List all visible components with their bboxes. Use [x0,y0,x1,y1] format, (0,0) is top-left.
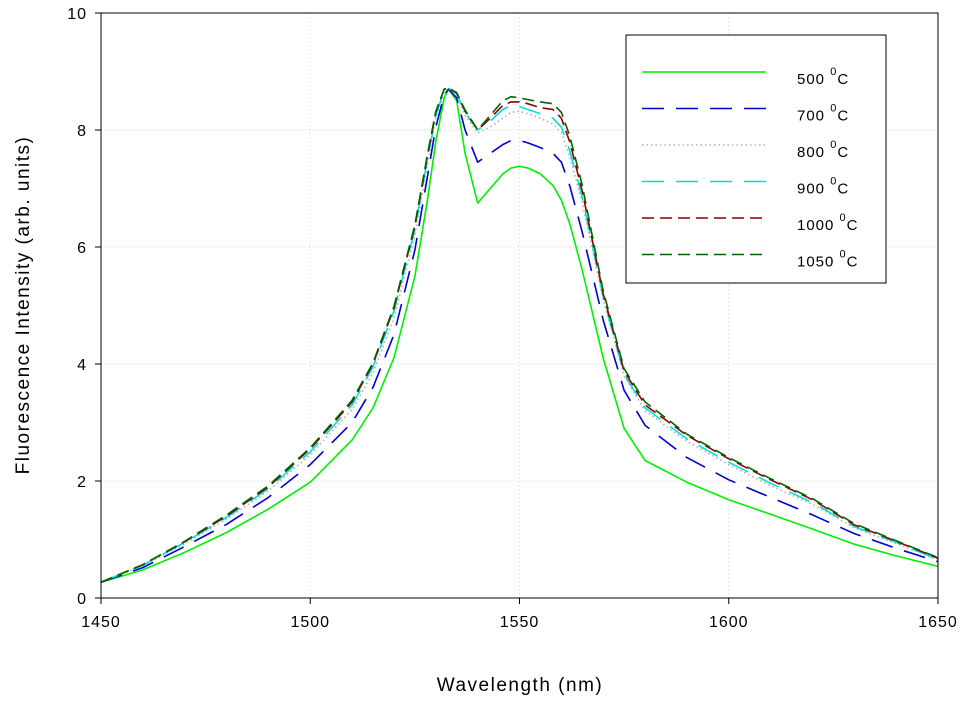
x-tick-label: 1650 [918,614,958,631]
x-tick-label: 1500 [290,614,330,631]
series-lines [100,87,939,583]
legend-value: 1000 [797,217,840,234]
axis-ticks: 1450 1500 1550 1600 1650 0 2 4 6 8 10 [67,6,958,631]
legend-unit-letter: C [837,108,849,125]
x-tick-label: 1450 [81,614,121,631]
legend-label-500: 500 0C [797,66,849,88]
x-tick-label: 1550 [500,614,540,631]
legend-value: 900 [797,181,830,198]
y-axis-title: Fluorescence Intensity (arb. units) [13,136,34,475]
legend-value: 500 [797,71,830,88]
legend-unit-superscript: 0 [830,103,837,115]
legend-unit-superscript: 0 [840,249,847,261]
series-line-1000 [100,87,939,583]
legend-value: 800 [797,144,830,161]
x-tick-label: 1600 [709,614,749,631]
y-tick-label: 4 [77,357,87,374]
y-tick-label: 8 [77,123,87,140]
x-axis-title: Wavelength (nm) [437,675,603,696]
grid [101,13,938,598]
legend-value: 700 [797,108,830,125]
y-tick-label: 2 [77,474,87,491]
legend-unit-letter: C [837,181,849,198]
legend-unit-letter: C [847,254,859,271]
legend-label-700: 700 0C [797,103,849,125]
legend-unit-letter: C [847,217,859,234]
legend-label-1000: 1000 0C [797,212,859,234]
legend-value: 1050 [797,254,840,271]
legend-label-1050: 1050 0C [797,249,859,271]
series-line-500 [100,88,939,583]
legend-unit-letter: C [837,71,849,88]
legend-label-900: 900 0C [797,176,849,198]
legend-unit-superscript: 0 [830,176,837,188]
legend-box [625,34,887,284]
y-tick-label: 0 [77,591,87,608]
y-tick-label: 6 [77,240,87,257]
y-tick-label: 10 [67,6,87,23]
legend-unit-superscript: 0 [840,212,847,224]
legend-unit-letter: C [837,144,849,161]
series-line-1050 [100,87,939,583]
legend-label-800: 800 0C [797,139,849,161]
legend-unit-superscript: 0 [830,66,837,78]
legend-unit-superscript: 0 [830,139,837,151]
series-line-700 [100,88,939,583]
series-line-900 [100,87,939,583]
